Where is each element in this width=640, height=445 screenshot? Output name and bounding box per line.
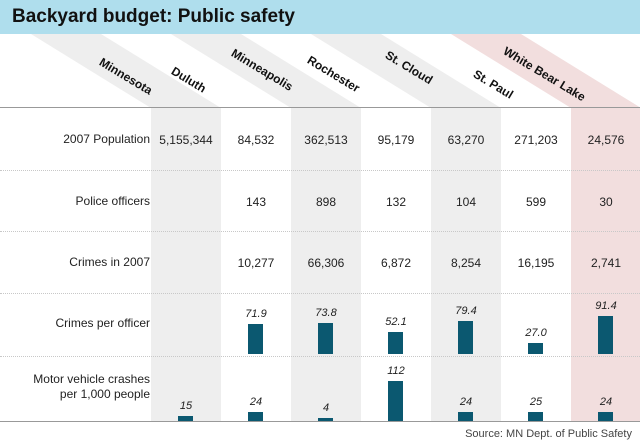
row-label-line: Motor vehicle crashes [33,372,150,386]
row-label: Motor vehicle crashes per 1,000 people [33,372,150,402]
bar-minneapolis [318,323,333,354]
table-cell: 66,306 [307,256,345,270]
table-cell: 10,277 [237,256,275,270]
table-cell: 599 [525,195,547,209]
row-separator [0,170,640,171]
column-header: Minnesota Duluth Minneapolis Rochester St. C… [0,34,640,108]
bar-duluth [248,412,263,421]
bar-minnesota [178,416,193,421]
bar-value-label: 71.9 [245,308,267,320]
bar-st-paul [528,343,543,354]
row-label: Police officers [75,194,150,208]
bar-value-label: 25 [529,396,543,408]
table-cell: 5,155,344 [159,133,213,147]
column-bg-minnesota [151,108,221,421]
row-label-line: per 1,000 people [59,387,150,401]
header-divider [0,107,640,108]
bar-value-label: 91.4 [595,300,617,312]
bar-st-paul [528,412,543,421]
row-separator [0,231,640,232]
row-label: 2007 Population [63,132,150,146]
table-cell: 143 [245,195,267,209]
source-note: Source: MN Dept. of Public Safety [465,428,632,440]
bottom-divider [0,421,640,422]
row-separator [0,293,640,294]
bar-value-label: 79.4 [455,305,477,317]
table-cell: 132 [385,195,407,209]
table-cell: 63,270 [447,133,485,147]
table-cell: 104 [455,195,477,209]
chart-title: Backyard budget: Public safety [12,6,295,27]
table-cell: 2,741 [590,256,622,270]
table-cell: 362,513 [304,133,348,147]
bar-rochester [388,381,403,421]
table-cell: 8,254 [450,256,482,270]
bar-value-label: 24 [459,396,473,408]
table-cell: 84,532 [237,133,275,147]
table-cell: 95,179 [377,133,415,147]
title-bar: Backyard budget: Public safety [0,0,640,34]
row-label: Crimes in 2007 [69,255,150,269]
bar-white-bear-lake [598,412,613,421]
column-bg-st-cloud [431,108,501,421]
bar-st-cloud [458,412,473,421]
bar-minneapolis [318,418,333,421]
column-bg-minneapolis [291,108,361,421]
table-cell: 24,576 [587,133,625,147]
bar-value-label: 73.8 [315,307,337,319]
bar-value-label: 24 [599,396,613,408]
bar-value-label: 52.1 [385,316,407,328]
bar-value-label: 4 [322,402,330,414]
table-cell: 271,203 [514,133,558,147]
bar-value-label: 112 [387,365,405,377]
column-bg-white-bear-lake [571,108,640,421]
table-cell: 16,195 [517,256,555,270]
row-separator [0,356,640,357]
bar-rochester [388,332,403,354]
bar-value-label: 15 [179,400,193,412]
bar-value-label: 24 [249,396,263,408]
bar-st-cloud [458,321,473,354]
bar-duluth [248,324,263,354]
table-cell: 30 [599,195,613,209]
bar-white-bear-lake [598,316,613,354]
table-cell: 898 [315,195,337,209]
table-cell: 6,872 [380,256,412,270]
row-label: Crimes per officer [55,316,150,330]
bar-value-label: 27.0 [525,327,547,339]
